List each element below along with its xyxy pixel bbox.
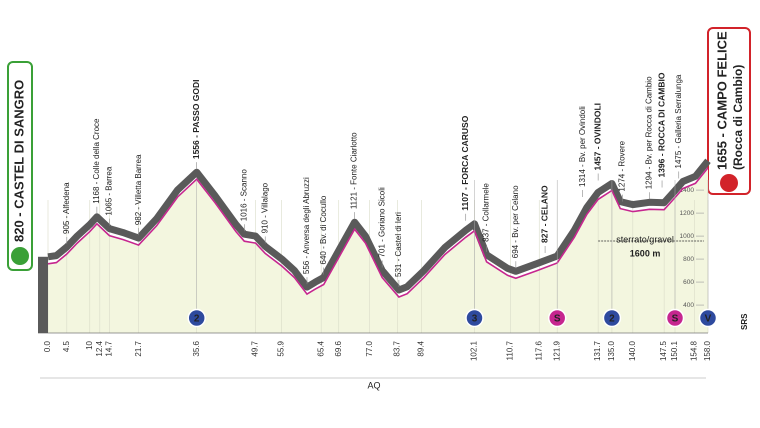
- waypoint-label: 556 - Anversa degli Abruzzi: [302, 177, 311, 274]
- x-tick-label: 69.6: [334, 340, 343, 356]
- marker: [187, 308, 206, 328]
- waypoint-label: 905 - Alfedena: [62, 182, 71, 234]
- region-label: AQ: [367, 380, 380, 390]
- waypoint-label: 1556 - PASSO GODI: [191, 79, 201, 159]
- waypoint-label: 1396 - ROCCA DI CAMBIO: [656, 72, 666, 177]
- profile-area: [48, 167, 708, 333]
- x-tick-label: 10: [85, 340, 94, 349]
- x-tick-label: 12.4: [95, 340, 104, 356]
- y-tick-label: 800: [683, 256, 694, 263]
- waypoint-label: 1121 - Fonte Ciarlotto: [350, 132, 359, 209]
- x-tick-label: 135.0: [607, 340, 616, 361]
- waypoint-label: 531 - Castel di Ieri: [394, 212, 403, 277]
- gravel-length: 1600 m: [630, 248, 661, 258]
- waypoint-label: 1457 - OVINDOLI: [592, 103, 602, 171]
- waypoint-label: 1107 - FORCA CARUSO: [460, 115, 470, 210]
- x-tick-label: 110.7: [506, 340, 515, 360]
- x-tick-label: 117.6: [534, 340, 543, 360]
- x-tick-label: 102.1: [470, 340, 479, 361]
- marker-label: V: [705, 314, 712, 325]
- finish-label: 1655 - CAMPO FELICE: [714, 31, 729, 170]
- y-tick-label: 1000: [680, 233, 695, 240]
- waypoint-label: 1016 - Scanno: [239, 169, 248, 222]
- marker: [665, 308, 685, 328]
- marker: [547, 308, 567, 328]
- x-tick-label: 35.6: [192, 340, 201, 356]
- marker-label: 2: [609, 314, 615, 325]
- waypoint-label: 1475 - Galleria Serralunga: [674, 74, 683, 168]
- marker: [698, 308, 718, 328]
- waypoint-label: 827 - CELANO: [539, 185, 549, 243]
- start-label: 820 - CASTEL DI SANGRO: [11, 80, 26, 242]
- x-tick-label: 150.1: [670, 340, 679, 361]
- marker-label: S: [554, 314, 561, 325]
- logo: SRS: [740, 313, 749, 330]
- start-wall: [38, 256, 48, 333]
- marker: [602, 308, 622, 328]
- marker-label: 3: [472, 314, 478, 325]
- waypoint-label: 910 - Villalago: [260, 182, 269, 233]
- x-tick-label: 4.5: [62, 340, 71, 352]
- start-box: [7, 61, 33, 271]
- y-tick-label: 600: [683, 279, 694, 286]
- finish-sublabel: (Rocca di Cambio): [731, 65, 745, 170]
- x-tick-label: 121.9: [552, 340, 561, 361]
- waypoint-label: 640 - Bv. di Cocullo: [319, 195, 328, 264]
- y-tick-label: 1400: [680, 187, 695, 194]
- x-tick-label: 140.0: [628, 340, 637, 361]
- waypoint-label: 1314 - Bv. per Ovindoli: [578, 106, 587, 187]
- gravel-label: sterrato/gravel: [616, 234, 674, 244]
- x-tick-label: 49.7: [251, 340, 260, 356]
- marker-label: 2: [194, 314, 200, 325]
- waypoint-label: 1294 - Bv. per Rocca di Cambio: [645, 76, 654, 189]
- x-tick-label: 89.4: [417, 340, 426, 356]
- waypoint-label: 837 - Collarmele: [482, 183, 491, 242]
- x-tick-label: 83.7: [393, 340, 402, 356]
- waypoint-label: 1065 - Barrea: [105, 166, 114, 215]
- x-tick-label: 0.0: [43, 340, 52, 352]
- x-tick-label: 77.0: [365, 340, 374, 356]
- marker: [465, 308, 484, 328]
- x-tick-label: 55.9: [277, 340, 286, 356]
- finish-box: [707, 27, 751, 195]
- x-tick-label: 154.8: [690, 340, 699, 361]
- x-tick-label: 65.4: [316, 340, 325, 356]
- waypoint-label: 1274 - Rovere: [617, 140, 626, 191]
- y-tick-label: 400: [683, 302, 694, 309]
- waypoint-label: 701 - Goriano Sicoli: [377, 187, 386, 257]
- finish-icon: [720, 174, 738, 192]
- waypoint-label: 1168 - Colle della Croce: [92, 118, 101, 204]
- x-tick-label: 147.5: [659, 340, 668, 361]
- marker-label: S: [672, 314, 679, 325]
- x-tick-label: 21.7: [134, 340, 143, 356]
- waypoint-label: 694 - Bv. per Celano: [511, 185, 520, 258]
- y-tick-label: 1200: [680, 210, 695, 217]
- start-icon: [11, 247, 29, 265]
- x-tick-label: 14.7: [105, 340, 114, 356]
- x-tick-label: 158.0: [703, 340, 712, 361]
- waypoint-label: 982 - Villetta Barrea: [134, 154, 143, 225]
- x-tick-label: 131.7: [593, 340, 602, 361]
